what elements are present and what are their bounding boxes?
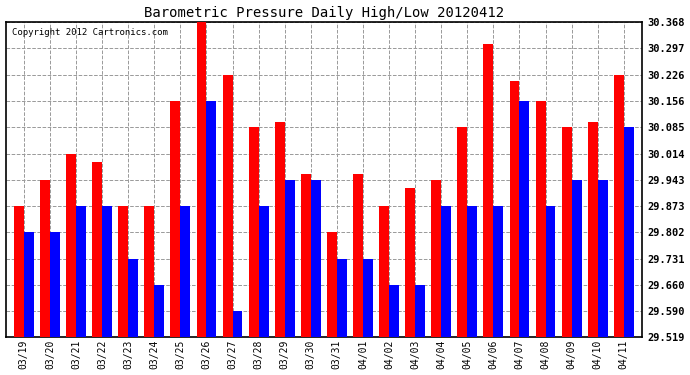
- Bar: [562, 127, 571, 337]
- Bar: [535, 101, 546, 337]
- Bar: [484, 44, 493, 337]
- Bar: [275, 122, 285, 337]
- Bar: [66, 153, 76, 337]
- Bar: [457, 127, 467, 337]
- Bar: [493, 206, 503, 337]
- Title: Barometric Pressure Daily High/Low 20120412: Barometric Pressure Daily High/Low 20120…: [144, 6, 504, 20]
- Bar: [50, 232, 60, 337]
- Bar: [40, 180, 50, 337]
- Bar: [144, 206, 155, 337]
- Bar: [76, 206, 86, 337]
- Bar: [259, 206, 268, 337]
- Bar: [598, 180, 608, 337]
- Bar: [155, 285, 164, 337]
- Bar: [310, 180, 321, 337]
- Bar: [588, 122, 598, 337]
- Bar: [197, 22, 206, 337]
- Bar: [389, 285, 399, 337]
- Bar: [102, 206, 112, 337]
- Bar: [92, 162, 102, 337]
- Bar: [206, 101, 217, 337]
- Bar: [170, 101, 180, 337]
- Bar: [431, 180, 441, 337]
- Bar: [14, 206, 24, 337]
- Bar: [223, 75, 233, 337]
- Bar: [520, 101, 529, 337]
- Bar: [233, 311, 242, 337]
- Bar: [571, 180, 582, 337]
- Bar: [128, 259, 138, 337]
- Bar: [285, 180, 295, 337]
- Bar: [118, 206, 128, 337]
- Bar: [509, 81, 520, 337]
- Bar: [405, 188, 415, 337]
- Bar: [546, 206, 555, 337]
- Bar: [379, 206, 389, 337]
- Bar: [24, 232, 34, 337]
- Bar: [415, 285, 425, 337]
- Bar: [248, 127, 259, 337]
- Bar: [337, 259, 347, 337]
- Text: Copyright 2012 Cartronics.com: Copyright 2012 Cartronics.com: [12, 28, 168, 38]
- Bar: [301, 174, 310, 337]
- Bar: [614, 75, 624, 337]
- Bar: [467, 206, 477, 337]
- Bar: [180, 206, 190, 337]
- Bar: [353, 174, 363, 337]
- Bar: [441, 206, 451, 337]
- Bar: [327, 232, 337, 337]
- Bar: [363, 259, 373, 337]
- Bar: [624, 127, 633, 337]
